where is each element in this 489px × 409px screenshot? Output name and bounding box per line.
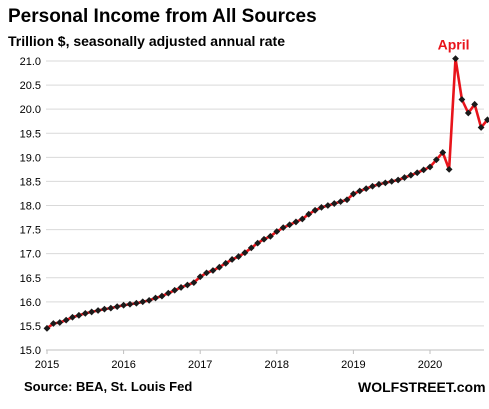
data-point [292, 218, 300, 226]
data-point [381, 179, 389, 187]
data-point [247, 244, 255, 252]
data-point [62, 316, 70, 324]
data-point [330, 200, 338, 207]
data-point [184, 281, 191, 289]
y-tick-label: 20.5 [20, 80, 41, 92]
y-tick-label: 19.0 [20, 152, 41, 164]
data-point [279, 224, 287, 232]
y-tick-label: 18.0 [20, 201, 41, 213]
data-point [171, 286, 179, 294]
source-note: Source: BEA, St. Louis Fed [24, 379, 193, 394]
y-tick-label: 19.5 [20, 128, 41, 140]
x-tick-label: 2015 [35, 359, 59, 371]
chart-title: Personal Income from All Sources [8, 6, 317, 27]
y-tick-label: 20.0 [20, 104, 41, 116]
x-tick-label: 2018 [265, 359, 289, 371]
data-point [101, 305, 108, 313]
data-point [324, 202, 332, 209]
data-point [75, 311, 83, 319]
data-point [81, 310, 89, 317]
data-point [145, 297, 153, 304]
data-point [260, 235, 268, 243]
data-point [56, 319, 64, 326]
data-point [241, 249, 249, 257]
data-point [88, 308, 96, 316]
x-tick-label: 2017 [188, 359, 212, 371]
series-line [46, 57, 489, 330]
data-point [152, 294, 159, 302]
data-point [132, 299, 140, 307]
data-point [49, 320, 57, 327]
data-point [228, 256, 236, 263]
annotation-april: April [438, 37, 470, 53]
data-point [356, 187, 364, 195]
y-tick-label: 18.5 [20, 176, 41, 188]
y-tick-label: 21.0 [20, 56, 41, 68]
data-point [458, 96, 466, 103]
data-point [254, 239, 262, 247]
x-tick-label: 2016 [111, 359, 135, 371]
data-point [445, 166, 453, 173]
y-tick-label: 17.0 [20, 249, 41, 261]
data-point [311, 206, 319, 214]
data-point [407, 171, 415, 179]
data-point [401, 174, 408, 181]
data-point [203, 269, 210, 277]
data-point [235, 253, 242, 260]
data-point [196, 273, 204, 281]
data-point [337, 198, 344, 206]
y-tick-label: 17.5 [20, 225, 41, 237]
x-tick-label: 2019 [341, 359, 365, 371]
data-point [126, 300, 134, 308]
data-point [94, 307, 102, 314]
data-point [394, 176, 402, 184]
data-point [388, 178, 396, 185]
data-point [420, 166, 428, 174]
chart-subtitle: Trillion $, seasonally adjusted annual r… [8, 33, 285, 49]
data-point [120, 301, 127, 309]
data-point [318, 204, 325, 211]
y-tick-label: 15.0 [20, 345, 41, 357]
data-point [164, 289, 172, 297]
data-point [305, 210, 313, 218]
data-point [107, 304, 115, 312]
data-point [139, 298, 147, 306]
data-point [432, 156, 440, 164]
data-point [362, 185, 370, 192]
data-point [113, 303, 121, 311]
y-tick-label: 15.5 [20, 321, 41, 333]
y-tick-label: 16.0 [20, 297, 41, 309]
brand-logo-text: WOLFSTREET.com [358, 379, 486, 395]
x-tick-label: 2020 [418, 359, 442, 371]
y-tick-label: 16.5 [20, 273, 41, 285]
data-point [298, 215, 306, 223]
data-point [471, 100, 479, 108]
data-point [369, 182, 376, 190]
data-point [484, 116, 489, 124]
data-point [375, 180, 383, 188]
data-point [413, 169, 421, 177]
data-point [349, 190, 357, 198]
